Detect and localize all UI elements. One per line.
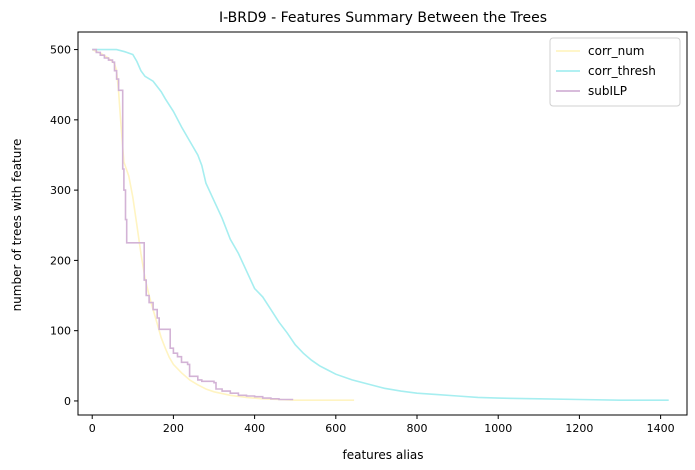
legend-label-corr_num: corr_num — [588, 44, 645, 58]
legend: corr_num corr_thresh subILP — [550, 38, 680, 106]
y-axis-label: number of trees with feature — [10, 139, 24, 312]
y-tick-label: 100 — [50, 325, 71, 338]
legend-label-corr_thresh: corr_thresh — [588, 64, 656, 78]
x-tick-label: 400 — [244, 422, 265, 435]
y-tick-label: 200 — [50, 254, 71, 267]
y-tick-label: 300 — [50, 184, 71, 197]
x-tick-label: 800 — [407, 422, 428, 435]
x-axis-label: features alias — [342, 448, 423, 462]
y-tick-label: 0 — [64, 395, 71, 408]
legend-label-subILP: subILP — [588, 84, 627, 98]
x-tick-label: 1400 — [647, 422, 675, 435]
x-tick-label: 600 — [325, 422, 346, 435]
x-tick-label: 1200 — [565, 422, 593, 435]
y-tick-label: 400 — [50, 114, 71, 127]
chart-title: I-BRD9 - Features Summary Between the Tr… — [219, 10, 547, 26]
x-tick-label: 1000 — [484, 422, 512, 435]
x-tick-label: 0 — [89, 422, 96, 435]
x-tick-label: 200 — [163, 422, 184, 435]
y-tick-label: 500 — [50, 44, 71, 57]
